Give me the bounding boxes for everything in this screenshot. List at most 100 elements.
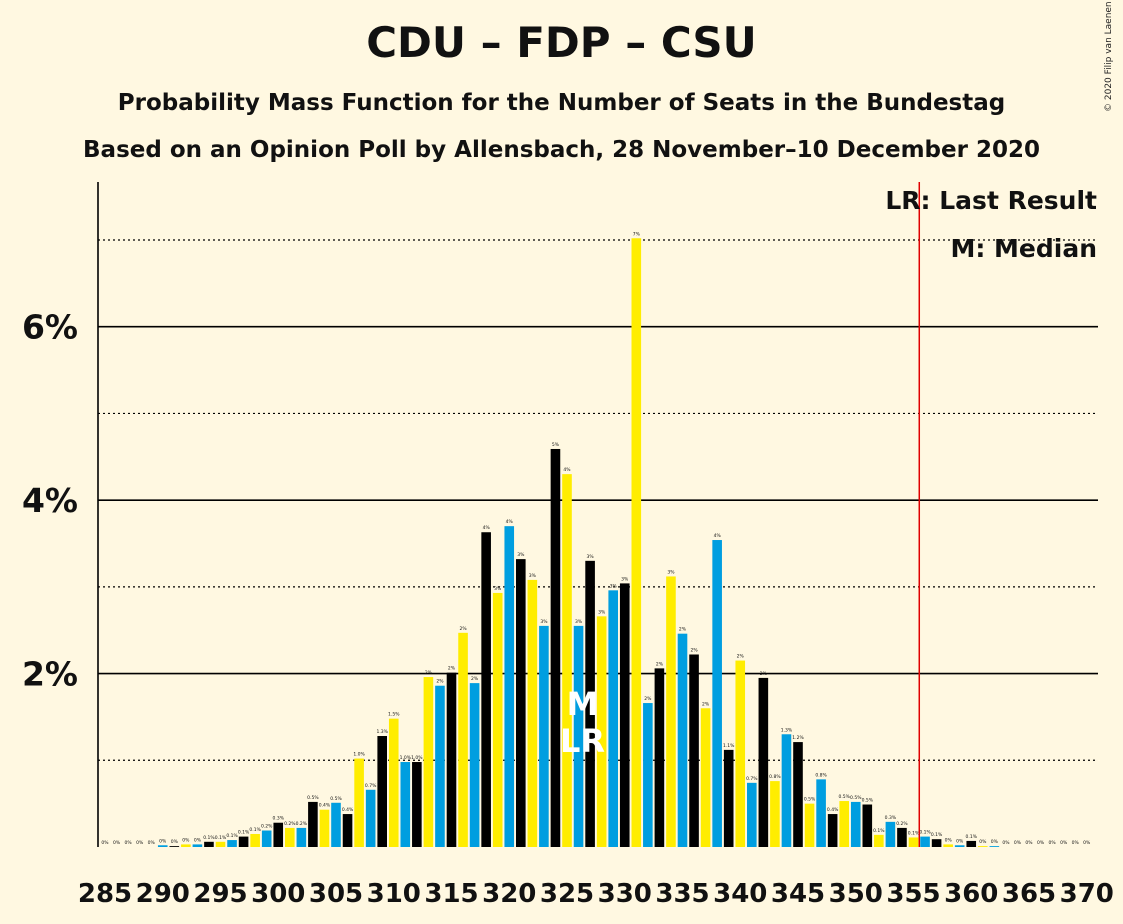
bar-seat-326 — [573, 625, 584, 847]
bar-seat-310 — [388, 718, 399, 847]
bar-label-seat-293: 0% — [194, 837, 202, 843]
x-tick-label: 355 — [886, 879, 940, 909]
bar-label-seat-350: 0.5% — [850, 795, 862, 801]
bar-label-seat-331: 7% — [633, 231, 641, 237]
bar-seat-306 — [342, 814, 353, 847]
bar-label-seat-304: 0.4% — [319, 803, 331, 809]
bar-value-labels: 0% 0% 0% 0% 0% 0% 0% 0% 0%0.1% 0.1% 0.1%0.1%0.1%0.… — [101, 231, 1091, 846]
y-tick-label: 4% — [22, 481, 78, 520]
x-tick-label: 290 — [136, 879, 190, 909]
bar-seat-321 — [516, 559, 526, 847]
bar-seat-349 — [839, 801, 849, 847]
bar-label-seat-368: 0% — [1060, 840, 1068, 846]
bar-seat-331 — [631, 238, 642, 847]
bar-label-seat-362: 0% — [991, 839, 999, 845]
bar-seat-347 — [816, 779, 826, 847]
last-result-marker: LR — [560, 722, 605, 760]
bar-label-seat-340: 2% — [737, 654, 745, 660]
bar-label-seat-324: 5% — [552, 442, 560, 448]
bar-seat-340 — [735, 660, 746, 847]
bar-label-seat-307: 1.0% — [353, 752, 365, 758]
x-tick-label: 345 — [771, 879, 825, 909]
x-tick-label: 315 — [424, 879, 478, 909]
bar-seat-316 — [458, 632, 468, 847]
bar-label-seat-346: 0.5% — [804, 797, 816, 803]
y-tick-label: 2% — [22, 655, 78, 694]
bar-label-seat-337: 2% — [702, 701, 710, 707]
bar-seat-317 — [469, 683, 480, 847]
bar-seat-343 — [770, 781, 780, 847]
bar-label-seat-285: 0% — [101, 840, 109, 846]
bar-label-seat-328: 3% — [598, 609, 606, 615]
bar-seat-294 — [204, 841, 214, 847]
bar-label-seat-357: 0.1% — [931, 832, 943, 838]
axes: 2%4%6%285 290 295 300 305 310 315 320 325 330 335 3… — [22, 182, 1114, 909]
bar-label-seat-370: 0% — [1083, 840, 1091, 846]
bar-label-seat-327: 3% — [587, 554, 595, 560]
bar-seat-358 — [943, 844, 953, 847]
bar-seat-304 — [319, 809, 330, 847]
x-tick-label: 300 — [251, 879, 305, 909]
grid-lines — [98, 239, 1098, 761]
bar-label-seat-325: 4% — [563, 467, 571, 473]
bar-label-seat-341: 0.7% — [746, 776, 758, 782]
bar-label-seat-345: 1.2% — [792, 735, 804, 741]
bar-label-seat-308: 0.7% — [365, 783, 377, 789]
bar-label-seat-322: 3% — [529, 573, 537, 579]
bar-label-seat-306: 0.4% — [342, 807, 354, 813]
bar-label-seat-286: 0% — [113, 840, 121, 846]
bar-seat-338 — [712, 540, 722, 847]
x-tick-label: 335 — [655, 879, 709, 909]
bar-seat-359 — [954, 845, 965, 847]
bar-seat-307 — [354, 758, 364, 847]
bar-label-seat-317: 2% — [471, 676, 479, 682]
bar-label-seat-320: 4% — [506, 519, 514, 525]
bar-label-seat-289: 0% — [148, 840, 156, 846]
bar-label-seat-288: 0% — [136, 840, 144, 846]
bar-label-seat-353: 0.3% — [885, 815, 897, 821]
bar-label-seat-298: 0.1% — [249, 827, 261, 833]
bar-label-seat-305: 0.5% — [330, 796, 342, 802]
bar-label-seat-329: 3% — [610, 583, 618, 589]
bar-label-seat-302: 0.2% — [296, 821, 308, 827]
markers: MLR — [560, 182, 921, 847]
bar-label-seat-297: 0.1% — [238, 830, 250, 836]
bar-label-seat-296: 0.1% — [226, 833, 238, 839]
bar-seat-345 — [793, 742, 803, 847]
bar-label-seat-356: 0.1% — [919, 830, 931, 836]
bar-label-seat-333: 2% — [656, 661, 664, 667]
bar-label-seat-338: 4% — [714, 533, 722, 539]
bar-seat-323 — [539, 625, 549, 847]
bar-label-seat-318: 4% — [483, 525, 491, 531]
bar-label-seat-361: 0% — [979, 839, 987, 845]
bar-label-seat-316: 2% — [459, 626, 467, 632]
bar-label-seat-339: 1.1% — [723, 743, 735, 749]
chart-title: CDU – FDP – CSU — [366, 18, 757, 67]
x-tick-label: 310 — [367, 879, 421, 909]
legend-last-result: LR: Last Result — [885, 186, 1097, 215]
bar-seat-356 — [920, 836, 930, 847]
bar-label-seat-291: 0% — [171, 839, 179, 845]
bar-seat-337 — [700, 708, 711, 847]
bar-label-seat-348: 0.4% — [827, 807, 839, 813]
bar-seat-360 — [966, 840, 977, 847]
legend-median: M: Median — [950, 234, 1097, 263]
bar-label-seat-315: 2% — [448, 666, 456, 672]
bar-seat-344 — [781, 734, 792, 847]
bar-label-seat-310: 1.5% — [388, 712, 400, 718]
bar-seat-305 — [331, 802, 341, 847]
bar-label-seat-334: 3% — [667, 569, 675, 575]
bar-series — [157, 238, 1000, 847]
y-tick-label: 6% — [22, 308, 78, 347]
bar-label-seat-312: 1.0% — [411, 755, 423, 761]
bar-label-seat-351: 0.5% — [862, 798, 874, 804]
x-tick-label: 330 — [598, 879, 652, 909]
bar-seat-361 — [978, 846, 988, 847]
bar-label-seat-369: 0% — [1072, 840, 1080, 846]
bar-seat-300 — [273, 822, 284, 847]
x-tick-label: 305 — [309, 879, 363, 909]
bar-seat-299 — [261, 830, 272, 847]
bar-seat-335 — [677, 633, 688, 847]
bar-label-seat-355: 0.1% — [908, 830, 920, 836]
